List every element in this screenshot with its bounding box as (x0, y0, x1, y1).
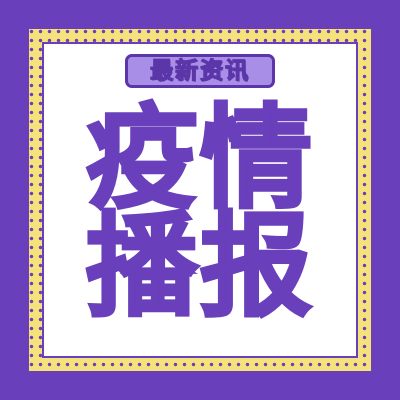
inner-panel (42, 42, 358, 358)
latest-news-badge: 最新资讯 (125, 54, 275, 88)
title-line-broadcast: 播报 (85, 202, 314, 332)
latest-news-badge-text: 最新资讯 (150, 57, 250, 84)
title-line-epidemic: 疫情 (85, 94, 314, 224)
